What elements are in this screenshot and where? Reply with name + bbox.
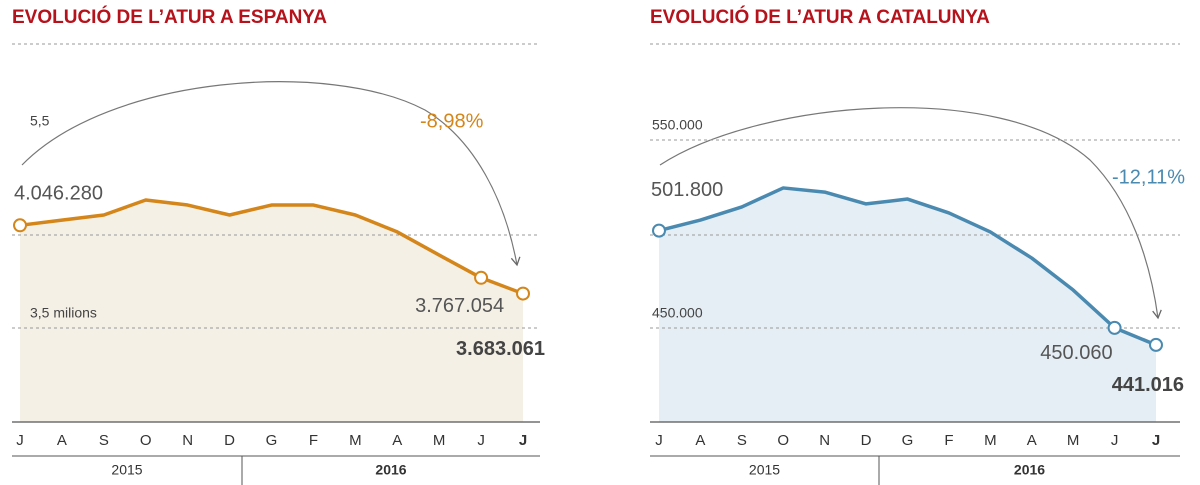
x-tick-label: J	[1152, 432, 1160, 449]
x-tick-label: M	[433, 432, 446, 449]
y-tick-label: 3,5 milions	[30, 305, 97, 321]
chart-title: EVOLUCIÓ DE L’ATUR A CATALUNYA	[650, 6, 990, 28]
x-tick-label: F	[944, 432, 953, 449]
area	[659, 187, 1156, 422]
y-tick-label: 450.000	[652, 305, 703, 321]
x-tick-label: O	[777, 432, 789, 449]
year-label: 2016	[375, 462, 406, 478]
x-tick-label: O	[140, 432, 152, 449]
line	[658, 186, 1157, 347]
point	[516, 286, 530, 301]
x-tick-label: J	[655, 432, 663, 449]
x-tick-label: S	[737, 432, 747, 449]
x-tick-label: S	[99, 432, 109, 449]
x-tick-label: N	[819, 432, 830, 449]
point	[652, 223, 666, 238]
x-tick-label: M	[1067, 432, 1080, 449]
value-label: 450.060	[1040, 342, 1112, 364]
x-tick-label: A	[392, 432, 402, 449]
annotation: -12,11%	[1112, 166, 1185, 188]
value-label: 501.800	[651, 179, 723, 201]
value-label: 3.683.061	[456, 338, 545, 360]
value-label: 441.016	[1112, 374, 1184, 396]
x-tick-label: D	[861, 432, 872, 449]
x-tick-label: J	[519, 432, 527, 449]
x-tick-label: F	[309, 432, 318, 449]
x-tick-label: G	[266, 432, 278, 449]
point	[1107, 320, 1122, 335]
x-tick-label: J	[16, 432, 24, 449]
x-tick-label: A	[695, 432, 705, 449]
point	[13, 218, 27, 233]
y-tick-label: 550.000	[652, 117, 703, 133]
x-tick-label: A	[57, 432, 67, 449]
arc-arrow	[659, 107, 1162, 320]
year-label: 2016	[1014, 462, 1045, 478]
area	[20, 199, 523, 422]
axis-note: 5,5	[30, 113, 50, 129]
point	[1149, 337, 1163, 352]
x-tick-label: J	[477, 432, 485, 449]
point	[474, 270, 489, 285]
chart-title: EVOLUCIÓ DE L’ATUR A ESPANYA	[12, 6, 327, 28]
x-tick-label: M	[349, 432, 362, 449]
year-label: 2015	[111, 462, 142, 478]
annotation: -8,98%	[420, 110, 484, 132]
arc-arrow	[21, 81, 521, 267]
value-label: 3.767.054	[415, 295, 504, 317]
x-tick-label: G	[902, 432, 914, 449]
year-label: 2015	[749, 462, 780, 478]
x-tick-label: J	[1111, 432, 1119, 449]
x-tick-label: N	[182, 432, 193, 449]
x-tick-label: D	[224, 432, 235, 449]
line	[19, 198, 524, 296]
x-tick-label: A	[1027, 432, 1037, 449]
x-tick-label: M	[984, 432, 997, 449]
value-label: 4.046.280	[14, 183, 103, 205]
